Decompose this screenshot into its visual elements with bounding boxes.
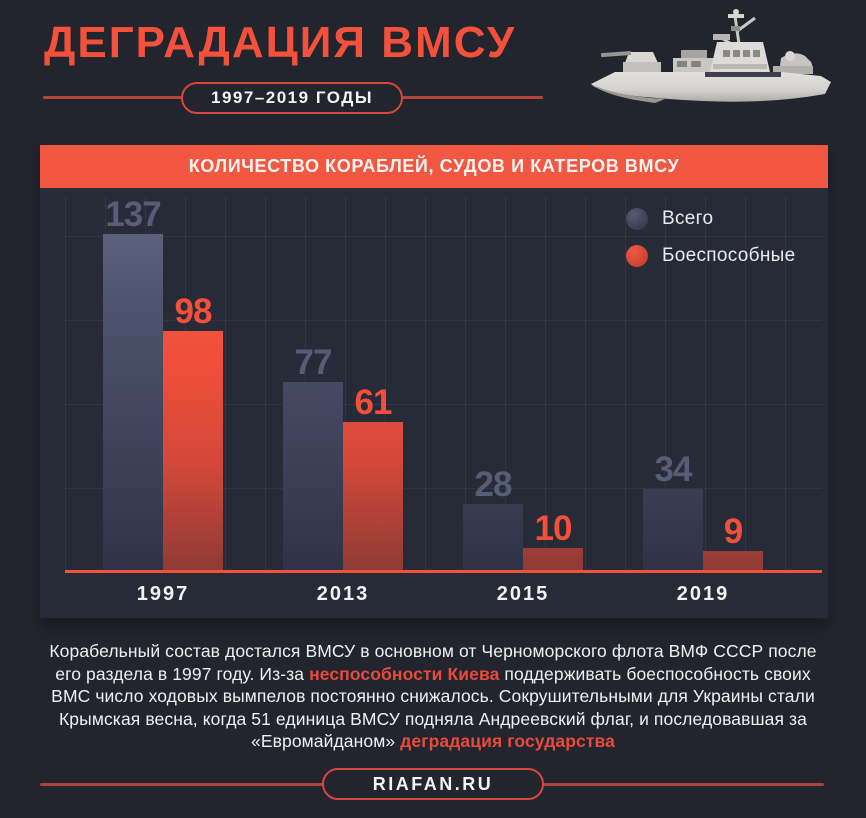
page-title: ДЕГРАДАЦИЯ ВМСУ	[44, 18, 517, 67]
body-text: поддерживать боеспособность своих ВМС чи…	[51, 663, 815, 752]
bar-2015-combat-ready	[523, 548, 583, 573]
chart-title: КОЛИЧЕСТВО КОРАБЛЕЙ, СУДОВ И КАТЕРОВ ВМС…	[40, 145, 828, 188]
legend-label: Всего	[662, 208, 714, 229]
site-badge: RIAFAN.RU	[322, 768, 544, 800]
highlight-text: неспособности Киева	[309, 663, 500, 684]
x-axis-labels: 1997 2013 2015 2019	[40, 573, 828, 618]
bar-2019-combat-ready	[703, 551, 763, 573]
bar-value-label: 98	[174, 292, 213, 331]
legend-label: Боеспособные	[662, 245, 796, 266]
bar-chart: Всего Боеспособные 137 98 77 61 28 10 34 9	[40, 188, 828, 573]
x-axis-label-2013: 2013	[316, 583, 370, 605]
period-badge: 1997–2019 ГОДЫ	[181, 82, 403, 114]
bar-value-label: 137	[105, 195, 161, 234]
chart-baseline	[65, 570, 822, 573]
bar-value-label: 77	[294, 343, 333, 382]
x-axis-label-2015: 2015	[496, 583, 550, 605]
legend-dot-icon	[626, 208, 648, 230]
bar-2013-total	[283, 382, 343, 573]
bar-value-label: 10	[534, 509, 573, 548]
bar-1997-total	[103, 234, 163, 573]
highlight-text: деградация государства	[400, 731, 615, 751]
body-text: Корабельный состав достался ВМСУ в основ…	[49, 641, 817, 684]
chart-panel: КОЛИЧЕСТВО КОРАБЛЕЙ, СУДОВ И КАТЕРОВ ВМС…	[40, 145, 828, 618]
chart-legend: Всего Боеспособные	[626, 208, 795, 282]
legend-dot-icon	[626, 245, 648, 267]
x-axis-label-2019: 2019	[676, 583, 730, 605]
legend-item: Боеспособные	[626, 245, 795, 267]
article-text: Корабельный состав достался ВМСУ в основ…	[36, 640, 830, 753]
bar-value-label: 61	[354, 383, 393, 422]
bar-2019-total	[643, 489, 703, 573]
bar-1997-combat-ready	[163, 331, 223, 573]
bar-value-label: 34	[654, 450, 693, 489]
legend-item: Всего	[626, 208, 795, 230]
bar-value-label: 9	[723, 512, 743, 551]
bar-value-label: 28	[474, 465, 513, 504]
bar-2015-total	[463, 504, 523, 573]
warship-icon	[591, 9, 831, 103]
bar-2013-combat-ready	[343, 422, 403, 573]
x-axis-label-1997: 1997	[136, 583, 190, 605]
